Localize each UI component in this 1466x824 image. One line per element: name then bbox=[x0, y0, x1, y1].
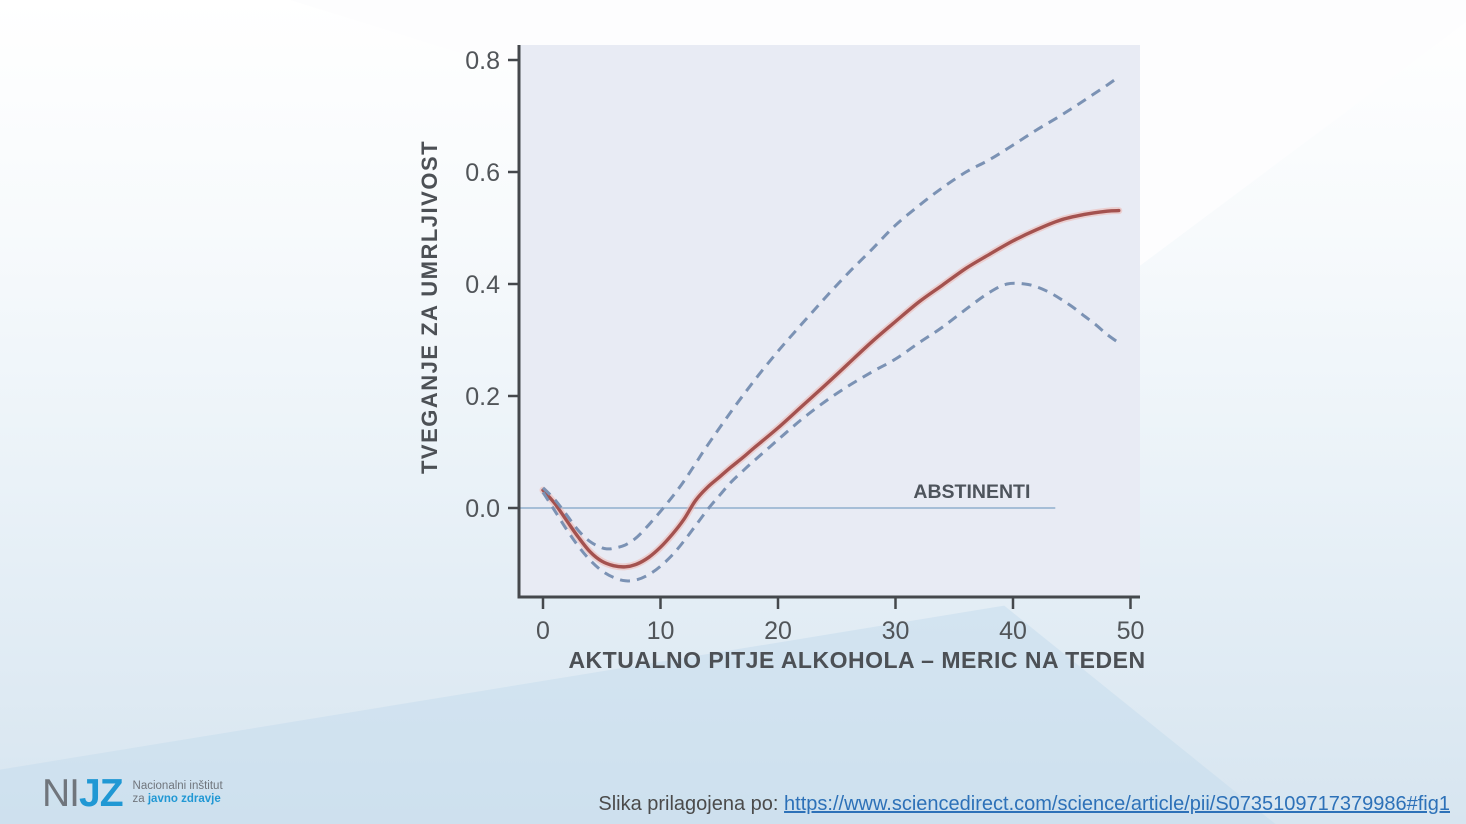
plot-area bbox=[519, 45, 1140, 597]
y-tick-label: 0.6 bbox=[465, 159, 500, 187]
x-tick-label: 10 bbox=[647, 617, 675, 645]
x-tick-label: 20 bbox=[764, 617, 792, 645]
nijz-logo: NIJZ Nacionalni inštitut za javno zdravj… bbox=[42, 774, 223, 814]
abstinenti-annotation: ABSTINENTI bbox=[913, 481, 1030, 503]
axis-lines bbox=[517, 45, 1140, 599]
citation-prefix: Slika prilagojena po: bbox=[598, 793, 785, 815]
x-axis-title: AKTUALNO PITJE ALKOHOLA – MERIC NA TEDEN bbox=[568, 647, 1145, 673]
citation-link[interactable]: https://www.sciencedirect.com/science/ar… bbox=[784, 793, 1450, 815]
logo-line1: Nacionalni inštitut bbox=[132, 780, 223, 792]
y-tick-label: 0.2 bbox=[465, 383, 500, 411]
x-tick-label: 40 bbox=[999, 617, 1027, 645]
logo-ni-text: NI bbox=[42, 772, 80, 815]
nijz-logo-mark: NIJZ bbox=[42, 772, 124, 815]
logo-line2: za javno zdravje bbox=[133, 793, 223, 806]
nijz-logo-text: Nacionalni inštitut za javno zdravje bbox=[133, 774, 223, 806]
x-tick-label: 50 bbox=[1117, 617, 1145, 645]
series-mean_risk bbox=[541, 208, 1121, 569]
y-tick-label: 0.0 bbox=[465, 495, 500, 523]
series-lower_confidence_bound bbox=[541, 281, 1120, 583]
y-tick-label: 0.8 bbox=[465, 47, 500, 75]
citation: Slika prilagojena po: https://www.scienc… bbox=[598, 793, 1450, 816]
x-tick-label: 30 bbox=[882, 617, 910, 645]
y-axis-title: TVEGANJE ZA UMRLJIVOST bbox=[417, 140, 442, 474]
logo-line2-prefix: za bbox=[132, 793, 148, 805]
logo-line2-bold: javno zdravje bbox=[147, 793, 221, 805]
x-tick-label: 0 bbox=[536, 617, 550, 645]
y-tick-label: 0.4 bbox=[465, 271, 500, 299]
logo-jz-text: JZ bbox=[79, 772, 124, 815]
series-upper_confidence_bound bbox=[541, 75, 1120, 551]
